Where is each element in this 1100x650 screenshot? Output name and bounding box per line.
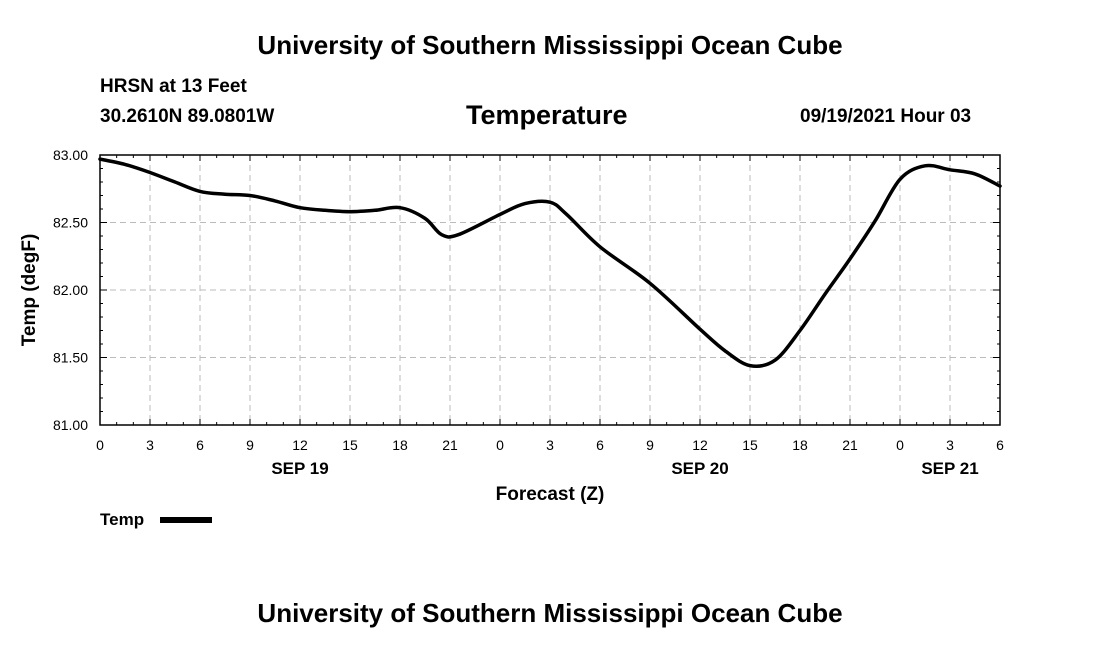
x-tick-label: 6 [196,437,204,453]
x-axis-title: Forecast (Z) [496,484,605,505]
x-tick-label: 6 [596,437,604,453]
y-tick-label: 83.00 [53,147,88,163]
x-tick-label: 18 [392,437,408,453]
x-tick-label: 6 [996,437,1004,453]
x-tick-label: 21 [442,437,458,453]
x-tick-label: 12 [692,437,708,453]
x-tick-label: 0 [496,437,504,453]
y-tick-label: 82.00 [53,282,88,298]
footer-title: University of Southern Mississippi Ocean… [257,598,843,628]
x-day-label: SEP 20 [671,459,728,478]
x-day-label: SEP 19 [271,459,328,478]
x-tick-label: 0 [96,437,104,453]
x-tick-label: 0 [896,437,904,453]
axis-ticks [99,154,1001,426]
chart-title: University of Southern Mississippi Ocean… [257,30,843,60]
x-tick-label: 9 [646,437,654,453]
y-tick-label: 82.50 [53,215,88,231]
x-tick-label: 3 [146,437,154,453]
y-axis-title: Temp (degF) [19,234,40,347]
station-label: HRSN at 13 Feet [100,76,247,97]
x-tick-label: 15 [342,437,358,453]
temp-series-line [98,157,1002,368]
x-tick-label: 21 [842,437,858,453]
parameter-title: Temperature [466,100,628,130]
axis-labels: 0 3 6 9 12 15 18 21 0 3 6 9 12 15 18 21 0 3 6 81.00 81.50 82.… [53,147,1004,478]
x-tick-label: 18 [792,437,808,453]
x-tick-label: 3 [546,437,554,453]
x-tick-label: 9 [246,437,254,453]
y-tick-label: 81.50 [53,350,88,366]
y-tick-label: 81.00 [53,417,88,433]
station-coordinates: 30.2610N 89.0801W [100,106,275,127]
x-tick-label: 15 [742,437,758,453]
series-layer [98,157,1002,368]
grid-lines [100,155,1000,425]
legend-label: Temp [100,510,144,529]
x-tick-label: 12 [292,437,308,453]
forecast-timestamp: 09/19/2021 Hour 03 [800,106,972,127]
x-day-label: SEP 21 [921,459,978,478]
x-tick-label: 3 [946,437,954,453]
